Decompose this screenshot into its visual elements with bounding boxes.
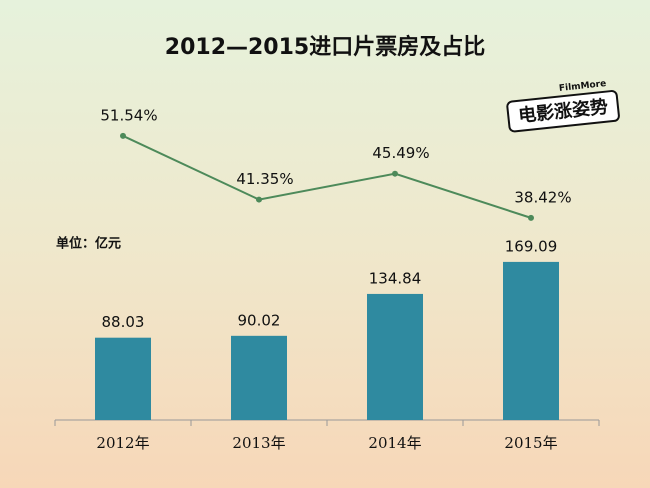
line-label: 45.49% (372, 144, 429, 162)
line-point (120, 132, 126, 139)
line-point (528, 214, 534, 221)
line-label: 41.35% (236, 170, 293, 188)
x-tick-label: 2013年 (232, 434, 285, 452)
logo: 电影涨姿势 FilmMore (506, 79, 620, 133)
bar (503, 261, 559, 420)
bar-label: 169.09 (505, 237, 558, 255)
bar (367, 293, 423, 420)
logo-brand: FilmMore (559, 79, 607, 94)
line-point (392, 170, 398, 177)
chart-title: 2012—2015进口片票房及占比 (165, 34, 485, 60)
x-tick-label: 2012年 (96, 434, 149, 452)
line (122, 134, 532, 219)
bar-label: 90.02 (238, 311, 281, 329)
line-label: 38.42% (514, 188, 571, 206)
bar-label: 88.03 (102, 313, 145, 331)
line-point (256, 196, 262, 203)
x-tick-label: 2014年 (368, 434, 421, 452)
bar (95, 337, 151, 420)
unit-label: 单位：亿元 (56, 236, 121, 252)
x-tick-label: 2015年 (504, 434, 557, 452)
bar (231, 335, 287, 420)
logo-box (506, 90, 620, 133)
line-label: 51.54% (100, 106, 157, 124)
bar-label: 134.84 (369, 269, 422, 287)
